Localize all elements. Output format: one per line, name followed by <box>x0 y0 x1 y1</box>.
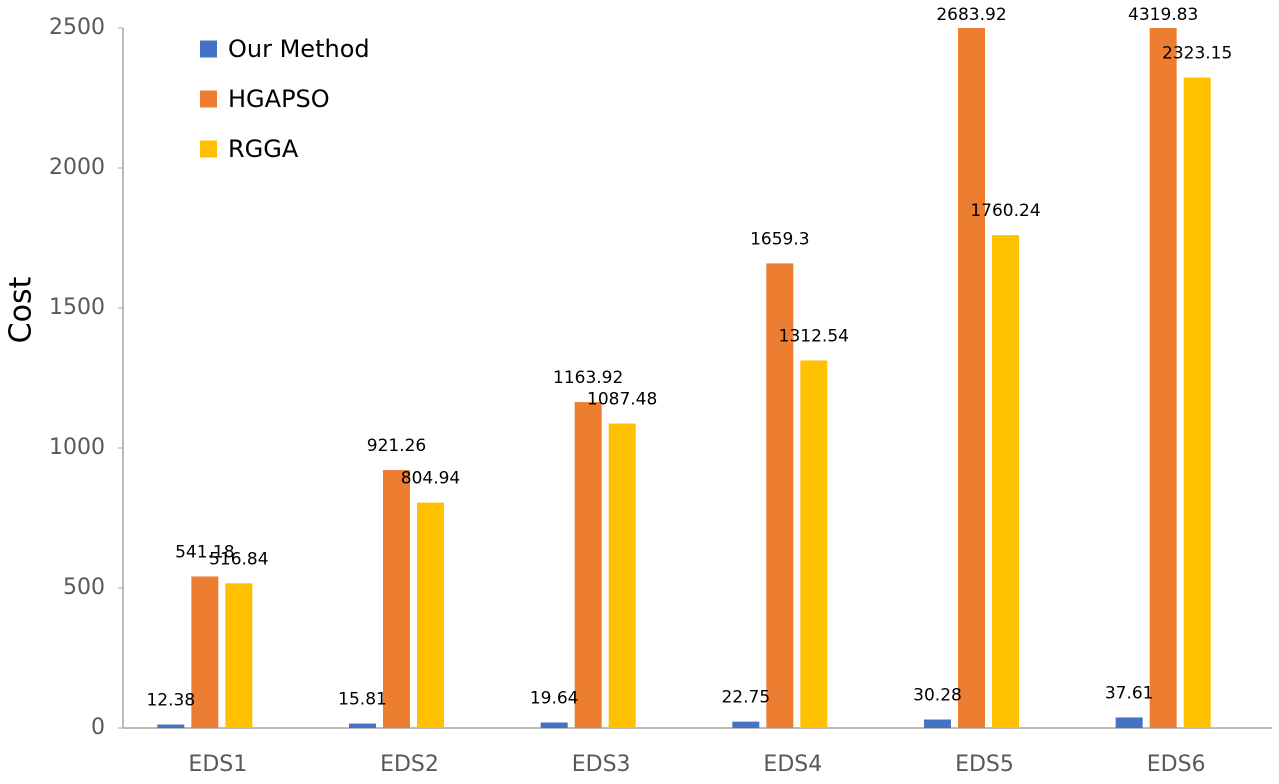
bar <box>924 719 951 728</box>
data-label: 4319.83 <box>1128 5 1198 25</box>
x-tick-label: EDS1 <box>188 752 247 777</box>
data-label: 22.75 <box>721 688 770 708</box>
data-label: 1087.48 <box>587 390 657 410</box>
data-label: 1163.92 <box>553 368 623 388</box>
legend-label: RGGA <box>228 135 299 163</box>
bar <box>225 583 253 728</box>
legend-swatch <box>200 140 217 158</box>
bar <box>1183 77 1211 728</box>
bar <box>1115 717 1143 728</box>
bar <box>349 723 376 728</box>
bar <box>574 402 602 728</box>
data-label: 2683.92 <box>936 5 1006 25</box>
bar <box>958 28 985 728</box>
x-tick-label: EDS2 <box>380 752 439 777</box>
y-tick-label: 1000 <box>49 435 105 460</box>
data-label: 921.26 <box>367 436 426 456</box>
data-label: 1312.54 <box>779 326 849 346</box>
x-tick-label: EDS3 <box>572 752 631 777</box>
y-tick-label: 2000 <box>49 155 105 180</box>
data-label: 12.38 <box>146 691 195 711</box>
bar <box>383 470 410 728</box>
bar <box>800 360 828 728</box>
bar <box>766 263 794 728</box>
bar <box>157 724 185 728</box>
y-tick-label: 1500 <box>49 295 105 320</box>
x-tick-label: EDS4 <box>763 752 822 777</box>
data-label: 2323.15 <box>1162 44 1232 64</box>
data-label: 541.18 <box>175 542 234 562</box>
bar <box>1149 28 1177 728</box>
data-label: 516.84 <box>209 549 268 569</box>
bar <box>191 576 219 728</box>
data-label: 1659.3 <box>750 229 809 249</box>
data-label: 804.94 <box>401 469 460 489</box>
bars <box>157 28 1211 728</box>
x-tick-label: EDS6 <box>1147 752 1206 777</box>
legend-swatch <box>200 90 217 108</box>
bar <box>992 235 1019 728</box>
data-label: 19.64 <box>530 689 579 709</box>
bar <box>417 502 444 728</box>
y-tick-label: 500 <box>63 575 105 600</box>
legend-label: HGAPSO <box>228 85 330 113</box>
legend-label: Our Method <box>228 35 370 63</box>
legend-swatch <box>200 40 217 58</box>
y-tick-label: 2500 <box>49 15 105 40</box>
data-label: 1760.24 <box>970 201 1040 221</box>
data-label: 30.28 <box>913 686 962 706</box>
bar <box>608 423 636 728</box>
x-tick-label: EDS5 <box>955 752 1014 777</box>
y-tick-label: 0 <box>91 715 105 740</box>
data-label: 37.61 <box>1105 683 1154 703</box>
bar <box>540 722 568 728</box>
bar <box>732 721 760 728</box>
data-label: 15.81 <box>338 690 387 710</box>
y-axis-label: Cost <box>4 276 39 343</box>
